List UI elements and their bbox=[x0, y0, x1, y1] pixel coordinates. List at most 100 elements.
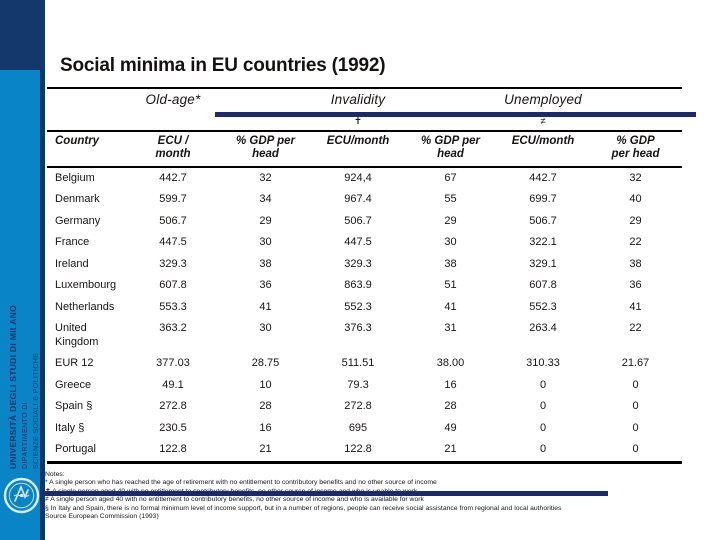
col-header-country: Country bbox=[47, 132, 127, 168]
value-cell: 695 bbox=[348, 421, 368, 434]
country-cell: Denmark bbox=[55, 193, 100, 206]
value-cell: 40 bbox=[629, 193, 642, 206]
country-cell: Luxembourg bbox=[55, 279, 117, 292]
value-cell: 272.8 bbox=[344, 400, 372, 413]
col-header-oldage-gdp: % GDP per head bbox=[219, 132, 312, 168]
group-label-invalidity: Invalidity bbox=[330, 92, 386, 107]
col-header-unemployed-ecu: ECU/month bbox=[497, 132, 589, 168]
invalidity-cross-icon: ✝ bbox=[354, 116, 362, 127]
value-cell: 553.3 bbox=[159, 300, 187, 313]
value-cell: 442.7 bbox=[159, 171, 187, 184]
value-cell: 511.51 bbox=[341, 357, 375, 370]
value-cell: 447.5 bbox=[159, 236, 187, 249]
value-cell: 16 bbox=[444, 378, 457, 391]
value-cell: 55 bbox=[444, 193, 457, 206]
social-minima-table: Old-age* Invalidity Unemployed ✝ ≠ Count… bbox=[47, 87, 696, 464]
country-cell: Greece bbox=[55, 378, 92, 391]
table-row: France 447.5 30 447.5 30 322.1 22 bbox=[47, 232, 682, 254]
value-cell: 506.7 bbox=[159, 214, 187, 227]
value-cell: 36 bbox=[629, 279, 642, 292]
value-cell: 36 bbox=[259, 279, 272, 292]
value-cell: 28 bbox=[444, 400, 457, 413]
column-group-row: Old-age* Invalidity Unemployed bbox=[47, 89, 682, 112]
value-cell: 30 bbox=[259, 236, 272, 249]
value-cell: 263.4 bbox=[529, 322, 557, 335]
value-cell: 38 bbox=[629, 257, 642, 270]
header-row: Country ECU / month % GDP per head ECU/m… bbox=[47, 132, 682, 168]
value-cell: 122.8 bbox=[344, 443, 372, 456]
country-cell: Italy § bbox=[55, 421, 85, 434]
value-cell: 41 bbox=[444, 300, 457, 313]
sidebar-edge-stripe bbox=[40, 0, 45, 540]
source-line: Source European Commission (1993) bbox=[45, 513, 159, 521]
group-label-old-age: Old-age* bbox=[145, 92, 201, 107]
value-cell: 16 bbox=[259, 421, 272, 434]
value-cell: 599.7 bbox=[159, 193, 187, 206]
value-cell: 329.1 bbox=[529, 257, 557, 270]
value-cell: 21.67 bbox=[621, 357, 650, 370]
value-cell: 0 bbox=[632, 400, 639, 413]
value-cell: 924,4 bbox=[344, 171, 372, 184]
table-row: Germany 506.7 29 506.7 29 506.7 29 bbox=[47, 211, 682, 233]
table-row: United Kingdom 363.2 30 376.3 31 263.4 22 bbox=[47, 318, 682, 353]
col-header-invalidity-ecu: ECU/month bbox=[312, 132, 404, 168]
value-cell: 230.5 bbox=[159, 421, 187, 434]
country-cell: Belgium bbox=[55, 171, 95, 184]
value-cell: 0 bbox=[632, 378, 639, 391]
country-cell: EUR 12 bbox=[55, 357, 94, 370]
value-cell: 49 bbox=[444, 421, 457, 434]
sidebar-university-text: UNIVERSITÀ DEGLI STUDI DI MILANO DIPARTI… bbox=[8, 281, 40, 469]
value-cell: 447.5 bbox=[344, 236, 372, 249]
country-cell: France bbox=[55, 236, 90, 249]
value-cell: 30 bbox=[444, 236, 457, 249]
value-cell: 967.4 bbox=[344, 193, 372, 206]
notes-heading: Notes: bbox=[45, 471, 65, 478]
table-row: Luxembourg 607.8 36 863.9 51 607.8 36 bbox=[47, 275, 682, 297]
table-row: Netherlands 553.3 41 552.3 41 552.3 41 bbox=[47, 297, 682, 319]
value-cell: 38.00 bbox=[436, 357, 465, 370]
value-cell: 0 bbox=[632, 443, 639, 456]
value-cell: 272.8 bbox=[159, 400, 187, 413]
table-row: Italy § 230.5 16 695 49 0 0 bbox=[47, 418, 682, 440]
department-line-2: SCIENZE SOCIALI E POLITICHE bbox=[33, 352, 40, 469]
group-symbol-row: ✝ ≠ bbox=[47, 116, 682, 130]
value-cell: 607.8 bbox=[159, 279, 187, 292]
country-cell: Netherlands bbox=[55, 300, 115, 313]
value-cell: 442.7 bbox=[529, 171, 557, 184]
table-body: Belgium 442.7 32 924,4 67 442.7 32 Denmark 599.7… bbox=[47, 167, 682, 461]
value-cell: 607.8 bbox=[529, 279, 557, 292]
value-cell: 34 bbox=[259, 193, 272, 206]
group-underline-row bbox=[47, 112, 696, 117]
value-cell: 79.3 bbox=[347, 378, 369, 391]
data-table: Country ECU / month % GDP per head ECU/m… bbox=[47, 132, 682, 461]
unemployed-notequal-icon: ≠ bbox=[540, 116, 546, 127]
value-cell: 41 bbox=[629, 300, 642, 313]
value-cell: 0 bbox=[539, 378, 547, 391]
value-cell: 21 bbox=[259, 443, 272, 456]
table-row: Greece 49.1 10 79.3 16 0 0 bbox=[47, 375, 682, 397]
value-cell: 32 bbox=[259, 171, 272, 184]
col-header-oldage-ecu: ECU / month bbox=[127, 132, 219, 168]
note-italy-spain: § In Italy and Spain, there is no formal… bbox=[45, 504, 562, 512]
value-cell: 29 bbox=[259, 214, 272, 227]
university-seal-icon bbox=[3, 477, 40, 514]
page-title: Social minima in EU countries (1992) bbox=[60, 55, 386, 76]
value-cell: 506.7 bbox=[529, 214, 557, 227]
country-cell: Spain § bbox=[55, 400, 93, 413]
value-cell: 41 bbox=[259, 300, 272, 313]
value-cell: 363.2 bbox=[159, 322, 187, 335]
country-cell: Ireland bbox=[55, 257, 89, 270]
value-cell: 0 bbox=[539, 421, 547, 434]
value-cell: 28 bbox=[259, 400, 272, 413]
value-cell: 329.3 bbox=[159, 257, 187, 270]
value-cell: 29 bbox=[444, 214, 457, 227]
col-header-unemployed-gdp: % GDP per head bbox=[589, 132, 682, 168]
value-cell: 31 bbox=[444, 322, 457, 335]
value-cell: 21 bbox=[444, 443, 457, 456]
table-row: Portugal 122.8 21 122.8 21 0 0 bbox=[47, 439, 682, 461]
table-row: Spain § 272.8 28 272.8 28 0 0 bbox=[47, 396, 682, 418]
value-cell: 552.3 bbox=[344, 300, 372, 313]
country-cell: Germany bbox=[55, 214, 101, 227]
table-header: Country ECU / month % GDP per head ECU/m… bbox=[47, 132, 682, 168]
table-row: Ireland 329.3 38 329.3 38 329.1 38 bbox=[47, 254, 682, 276]
